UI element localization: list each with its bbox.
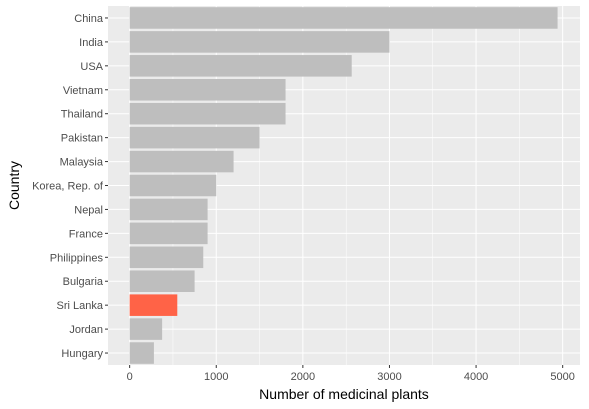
y-axis-title: Country <box>6 161 22 210</box>
x-tick-label: 2000 <box>291 371 315 383</box>
y-tick-label: India <box>79 37 104 49</box>
bar <box>129 102 286 125</box>
bar <box>129 55 352 77</box>
y-tick-label: Nepal <box>74 204 103 216</box>
bar <box>129 270 195 293</box>
bar <box>129 126 260 149</box>
x-tick-label: 1000 <box>204 371 228 383</box>
y-tick-label: Jordan <box>69 324 103 336</box>
bar <box>129 318 163 340</box>
y-tick-label: Hungary <box>61 348 103 360</box>
y-tick-label: Malaysia <box>60 157 104 169</box>
y-tick-label: China <box>74 13 104 25</box>
bar <box>129 342 154 364</box>
bar <box>129 78 286 101</box>
y-tick-label: France <box>69 228 103 240</box>
y-tick-label: Korea, Rep. of <box>32 181 104 193</box>
major-gridlines <box>108 6 580 365</box>
y-tick-label: Sri Lanka <box>57 300 104 312</box>
y-tick-label: Bulgaria <box>63 276 104 288</box>
bar <box>129 222 208 245</box>
x-tick-label: 5000 <box>550 371 574 383</box>
x-tick-label: 3000 <box>377 371 401 383</box>
x-tick-label: 4000 <box>464 371 488 383</box>
bar <box>129 7 558 29</box>
y-tick-label: Thailand <box>61 109 103 121</box>
bar <box>129 294 178 316</box>
bar <box>129 246 204 269</box>
x-tick-label: 0 <box>127 371 133 383</box>
y-tick-label: Vietnam <box>63 85 103 97</box>
bars <box>129 7 558 364</box>
y-tick-label: Pakistan <box>61 133 103 145</box>
y-tick-label: Philippines <box>50 252 104 264</box>
bar <box>129 150 234 173</box>
y-tick-label: USA <box>80 61 103 73</box>
x-axis-title: Number of medicinal plants <box>259 386 429 402</box>
x-axis-ticks: 0 1000 2000 3000 4000 5000 <box>127 365 575 383</box>
bar <box>129 174 217 197</box>
y-axis-ticks: China India USA Vietnam Thailand Pakistan Mala… <box>32 13 108 360</box>
bar <box>129 198 208 221</box>
bar <box>129 31 390 53</box>
